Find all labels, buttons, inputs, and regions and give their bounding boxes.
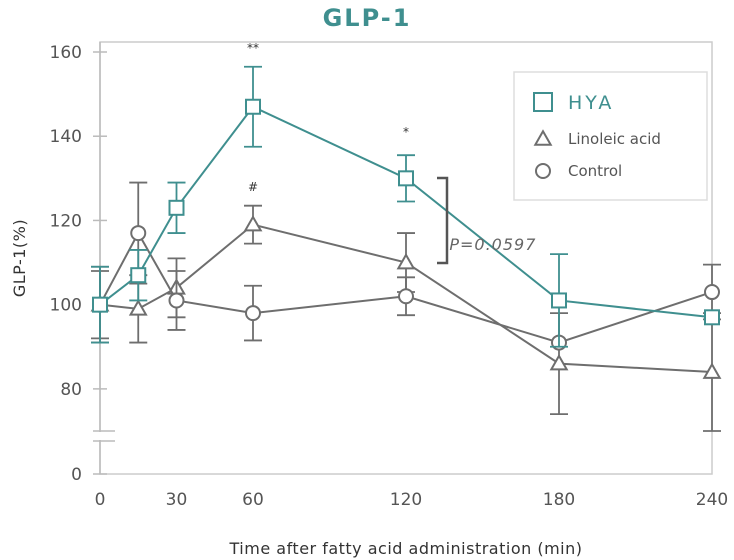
chart-title: GLP-1 bbox=[322, 4, 412, 32]
x-tick-label: 180 bbox=[543, 490, 575, 510]
data-point-square bbox=[130, 267, 147, 284]
data-point-square bbox=[245, 98, 261, 115]
y-tick-label: 160 bbox=[50, 43, 82, 63]
data-point-square bbox=[398, 170, 414, 187]
x-tick-label: 120 bbox=[390, 490, 422, 510]
legend-label: HYA bbox=[568, 92, 614, 114]
data-point-triangle bbox=[702, 362, 722, 379]
y-axis-title: GLP-1(%) bbox=[10, 219, 29, 297]
data-point-triangle bbox=[549, 353, 569, 371]
y-tick-label: 80 bbox=[60, 380, 82, 400]
data-point-square bbox=[92, 296, 108, 313]
legend-item: Linoleic acid bbox=[533, 129, 661, 148]
p-value-bracket bbox=[437, 176, 449, 265]
data-point-circle bbox=[535, 163, 551, 179]
y-tick-label: 140 bbox=[50, 127, 82, 147]
data-point-circle bbox=[130, 225, 147, 242]
y-tick-label: 120 bbox=[50, 211, 82, 231]
y-axis-break bbox=[93, 430, 115, 442]
series-hya bbox=[91, 65, 720, 348]
series-layer bbox=[90, 65, 722, 432]
legend-item: HYA bbox=[533, 92, 614, 114]
data-point-circle bbox=[398, 288, 414, 305]
data-point-triangle bbox=[396, 252, 416, 270]
significance-annotations: ***#P=0.0597 bbox=[247, 41, 536, 254]
y-tick-label: 0 bbox=[71, 465, 82, 485]
legend: HYA Linoleic acid Control bbox=[513, 71, 708, 201]
p-value-label: P=0.0597 bbox=[449, 235, 536, 254]
series-linoleic-acid bbox=[90, 204, 722, 432]
significance-marker: # bbox=[248, 180, 258, 194]
data-point-square bbox=[168, 199, 185, 216]
data-point-square bbox=[533, 92, 553, 112]
x-tick-labels: 0 30 60 120 180 240 bbox=[95, 490, 729, 510]
data-point-circle bbox=[704, 284, 720, 301]
x-tick-label: 240 bbox=[696, 490, 728, 510]
data-point-circle bbox=[168, 292, 185, 309]
x-axis-title: Time after fatty acid administration (mi… bbox=[229, 539, 583, 558]
y-tick-label: 100 bbox=[50, 296, 82, 316]
legend-label: Control bbox=[568, 162, 622, 180]
data-point-triangle bbox=[128, 299, 148, 316]
legend-item: Control bbox=[535, 162, 622, 180]
data-point-square bbox=[704, 309, 720, 326]
data-point-square bbox=[551, 292, 567, 309]
x-tick-label: 30 bbox=[166, 490, 188, 510]
legend-label: Linoleic acid bbox=[568, 130, 661, 148]
data-point-triangle bbox=[243, 214, 263, 232]
significance-marker: ** bbox=[247, 41, 259, 55]
data-point-triangle bbox=[533, 129, 553, 146]
x-tick-label: 60 bbox=[242, 490, 264, 510]
data-point-circle bbox=[245, 305, 261, 322]
x-tick-label: 0 bbox=[95, 490, 106, 510]
significance-marker: * bbox=[403, 125, 409, 139]
y-tick-labels: 0 80 100 120 140 160 bbox=[50, 43, 107, 485]
